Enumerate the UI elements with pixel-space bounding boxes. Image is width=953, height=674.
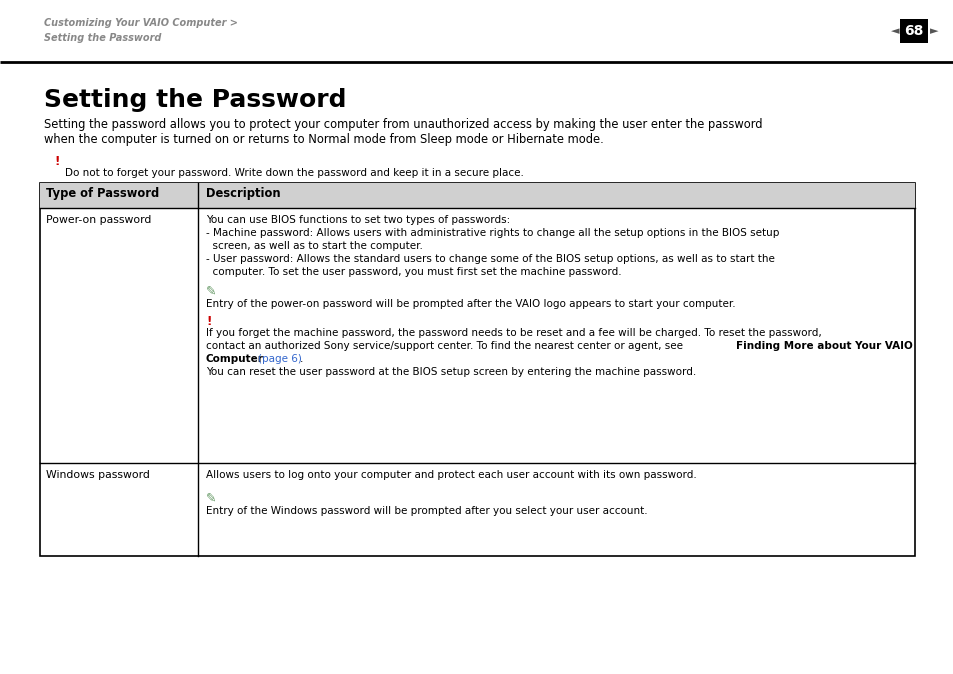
Text: !: ! [206,315,212,328]
Text: - Machine password: Allows users with administrative rights to change all the se: - Machine password: Allows users with ad… [206,228,779,238]
Text: screen, as well as to start the computer.: screen, as well as to start the computer… [206,241,422,251]
Text: Finding More about Your VAIO: Finding More about Your VAIO [735,341,912,351]
Text: computer. To set the user password, you must first set the machine password.: computer. To set the user password, you … [206,267,621,277]
Text: ◄: ◄ [890,26,899,36]
Text: .: . [299,354,303,364]
Text: Allows users to log onto your computer and protect each user account with its ow: Allows users to log onto your computer a… [206,470,696,480]
Text: when the computer is turned on or returns to Normal mode from Sleep mode or Hibe: when the computer is turned on or return… [44,133,603,146]
Text: Computer: Computer [206,354,264,364]
Text: Entry of the power-on password will be prompted after the VAIO logo appears to s: Entry of the power-on password will be p… [206,299,735,309]
Text: Power-on password: Power-on password [46,215,152,225]
Text: Do not to forget your password. Write down the password and keep it in a secure : Do not to forget your password. Write do… [65,168,523,178]
Text: Windows password: Windows password [46,470,150,480]
Text: Customizing Your VAIO Computer >: Customizing Your VAIO Computer > [44,18,237,28]
Text: contact an authorized Sony service/support center. To find the nearest center or: contact an authorized Sony service/suppo… [206,341,685,351]
Text: ►: ► [929,26,937,36]
Bar [40,183,914,208]
Text: 68: 68 [903,24,923,38]
Text: ✎: ✎ [206,492,216,505]
Text: Setting the password allows you to protect your computer from unauthorized acces: Setting the password allows you to prote… [44,118,761,131]
Text: Type of Password: Type of Password [46,187,159,200]
Text: You can use BIOS functions to set two types of passwords:: You can use BIOS functions to set two ty… [206,215,510,225]
Text: Setting the Password: Setting the Password [44,88,346,112]
Text: - User password: Allows the standard users to change some of the BIOS setup opti: - User password: Allows the standard use… [206,254,774,264]
Text: Setting the Password: Setting the Password [44,33,161,43]
Text: ✎: ✎ [206,285,216,298]
Bar [899,19,927,43]
Text: (page 6): (page 6) [257,354,301,364]
Text: If you forget the machine password, the password needs to be reset and a fee wil: If you forget the machine password, the … [206,328,821,338]
Text: !: ! [54,155,59,168]
Text: You can reset the user password at the BIOS setup screen by entering the machine: You can reset the user password at the B… [206,367,696,377]
Bar [40,183,914,556]
Text: Description: Description [206,187,280,200]
Text: Entry of the Windows password will be prompted after you select your user accoun: Entry of the Windows password will be pr… [206,506,647,516]
